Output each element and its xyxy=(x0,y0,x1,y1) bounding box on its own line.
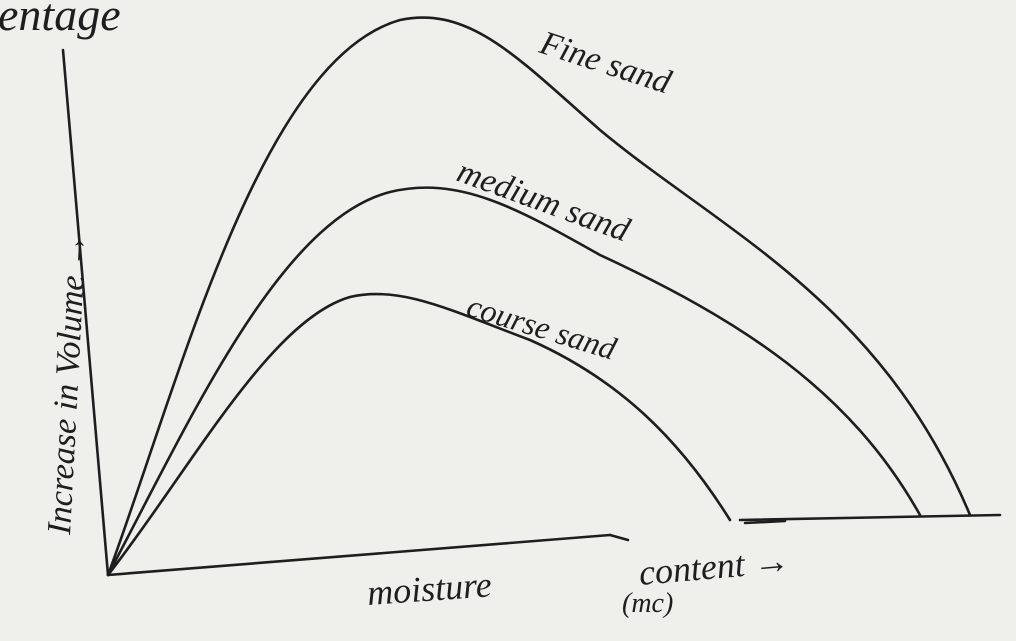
sketch: entage Increase in Volume → moisture con… xyxy=(0,0,1016,641)
page-fragment: entage xyxy=(0,0,121,40)
x-axis-note: (mc) xyxy=(622,588,673,619)
